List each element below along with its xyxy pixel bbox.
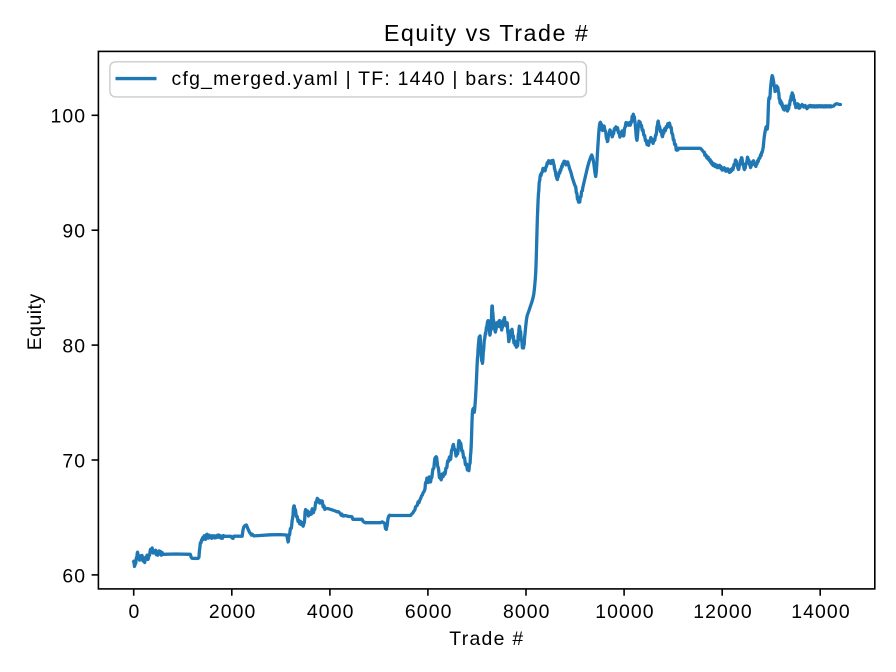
svg-text:Trade #: Trade # bbox=[449, 628, 524, 650]
svg-text:100: 100 bbox=[51, 106, 87, 128]
svg-text:Equity vs Trade #: Equity vs Trade # bbox=[384, 20, 590, 46]
svg-text:Equity: Equity bbox=[24, 293, 46, 350]
svg-text:90: 90 bbox=[62, 221, 86, 243]
svg-text:60: 60 bbox=[62, 565, 86, 587]
svg-text:cfg_merged.yaml | TF: 1440 | b: cfg_merged.yaml | TF: 1440 | bars: 14400 bbox=[172, 68, 582, 90]
svg-text:8000: 8000 bbox=[503, 601, 551, 623]
svg-text:10000: 10000 bbox=[595, 601, 654, 623]
svg-text:6000: 6000 bbox=[405, 601, 453, 623]
svg-text:2000: 2000 bbox=[209, 601, 257, 623]
svg-text:80: 80 bbox=[62, 336, 86, 358]
svg-text:70: 70 bbox=[62, 450, 86, 472]
svg-text:4000: 4000 bbox=[307, 601, 355, 623]
svg-text:14000: 14000 bbox=[791, 601, 850, 623]
svg-text:12000: 12000 bbox=[693, 601, 752, 623]
svg-text:0: 0 bbox=[129, 601, 141, 623]
